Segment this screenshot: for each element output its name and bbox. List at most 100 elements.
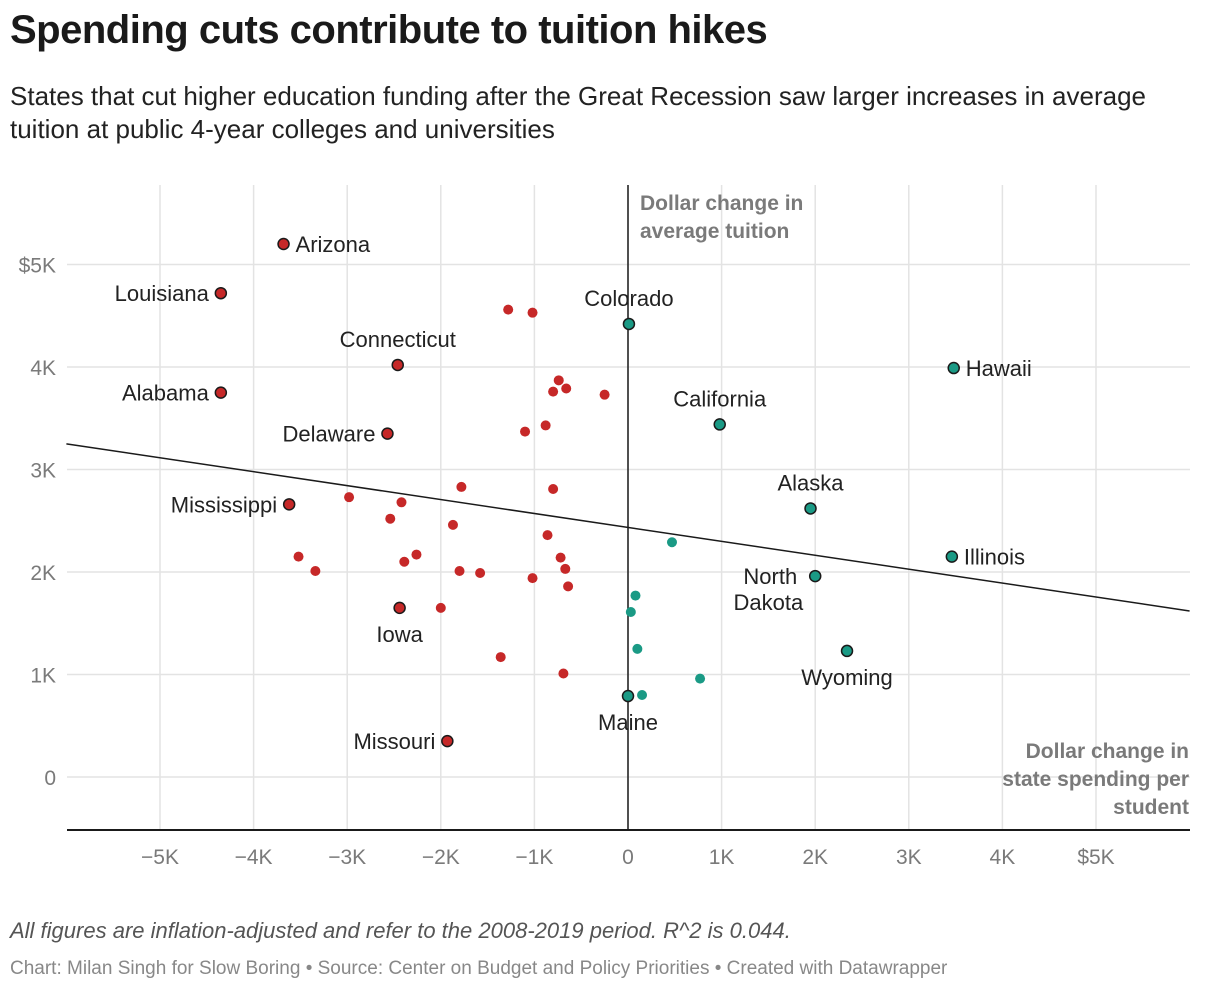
label-arizona: Arizona xyxy=(296,232,371,257)
data-point xyxy=(495,652,506,663)
x-tick-label: −5K xyxy=(141,846,179,869)
label-alaska: Alaska xyxy=(777,470,844,495)
point-maine xyxy=(621,689,635,703)
point-illinois xyxy=(945,550,959,563)
label-wyoming: Wyoming xyxy=(801,665,893,690)
data-points xyxy=(214,237,960,748)
x-tick-label: −2K xyxy=(422,846,460,869)
label-connecticut: Connecticut xyxy=(340,327,456,352)
label-california: California xyxy=(673,386,767,411)
x-tick-label: −4K xyxy=(235,846,273,869)
data-point xyxy=(555,552,566,563)
point-california xyxy=(713,418,726,431)
data-point xyxy=(625,606,636,617)
data-point xyxy=(475,568,486,579)
data-point xyxy=(637,690,648,700)
y-tick-label: 1K xyxy=(30,665,56,688)
data-point xyxy=(503,304,514,315)
x-tick-label: 0 xyxy=(622,846,634,869)
y-axis-title-line1: Dollar change in xyxy=(640,192,803,215)
x-axis-title-line3: student xyxy=(1113,796,1189,819)
point-alaska xyxy=(804,502,817,515)
data-point xyxy=(666,537,677,548)
data-point xyxy=(520,426,531,437)
point-north-dakota xyxy=(808,569,822,583)
label-missouri: Missouri xyxy=(353,729,435,754)
chart-notes: All figures are inflation-adjusted and r… xyxy=(10,918,791,943)
data-point xyxy=(527,307,538,318)
label-mississippi: Mississippi xyxy=(171,492,277,517)
label-maine: Maine xyxy=(598,710,658,735)
point-wyoming xyxy=(840,644,854,658)
point-arizona xyxy=(277,237,290,251)
x-tick-label: $5K xyxy=(1077,846,1114,869)
data-point xyxy=(399,556,410,567)
label-delaware: Delaware xyxy=(283,422,376,447)
axes xyxy=(67,185,1190,831)
label-hawaii: Hawaii xyxy=(966,356,1032,381)
y-tick-label: 2K xyxy=(30,562,56,585)
x-axis-title-line2: state spending per xyxy=(1002,768,1189,791)
trend-line xyxy=(66,443,1190,612)
data-point xyxy=(411,549,422,560)
x-tick-label: 1K xyxy=(709,846,735,869)
data-point xyxy=(630,590,641,601)
point-iowa xyxy=(393,601,406,615)
data-point xyxy=(548,483,559,494)
y-tick-label: 3K xyxy=(30,460,56,483)
y-tick-labels: 0 1K 2K 3K 4K $5K xyxy=(19,255,56,791)
data-point xyxy=(396,497,407,508)
label-alabama: Alabama xyxy=(122,381,210,406)
y-tick-label: 4K xyxy=(30,357,56,380)
data-point xyxy=(599,389,610,400)
chart-subtitle: States that cut higher education funding… xyxy=(10,81,1146,144)
data-point xyxy=(344,492,355,503)
point-connecticut xyxy=(391,358,404,372)
data-point xyxy=(447,519,458,530)
chart-credits: Chart: Milan Singh for Slow Boring • Sou… xyxy=(10,958,948,979)
data-point xyxy=(553,375,564,386)
label-colorado: Colorado xyxy=(584,286,673,311)
y-axis-title-line2: average tuition xyxy=(640,220,789,243)
data-point xyxy=(561,383,572,394)
data-point xyxy=(456,481,467,492)
point-mississippi xyxy=(282,498,296,511)
point-louisiana xyxy=(214,286,228,300)
x-axis-title-line1: Dollar change in xyxy=(1026,740,1189,763)
label-louisiana: Louisiana xyxy=(115,281,210,306)
data-point xyxy=(632,643,643,654)
data-point xyxy=(560,563,571,574)
data-point xyxy=(293,551,304,562)
point-delaware xyxy=(381,427,394,440)
x-tick-label: −1K xyxy=(515,846,553,869)
point-hawaii xyxy=(947,361,960,375)
data-point xyxy=(542,530,553,541)
data-point xyxy=(454,565,465,576)
data-point xyxy=(558,668,569,679)
data-point xyxy=(563,581,574,592)
label-north-dakota-line2: Dakota xyxy=(733,590,803,615)
data-point xyxy=(310,565,321,576)
data-point xyxy=(435,602,446,613)
point-colorado xyxy=(622,317,636,331)
chart-title: Spending cuts contribute to tuition hike… xyxy=(10,8,768,52)
data-point xyxy=(540,420,551,431)
x-tick-label: 2K xyxy=(802,846,828,869)
data-point xyxy=(548,386,559,397)
label-north-dakota: North xyxy=(743,564,797,589)
x-tick-labels: −5K −4K −3K −2K −1K 0 1K 2K 3K 4K $5K xyxy=(141,846,1115,869)
y-tick-label: $5K xyxy=(19,255,56,278)
data-point xyxy=(527,573,538,584)
label-iowa: Iowa xyxy=(376,622,423,647)
y-tick-label: 0 xyxy=(44,767,56,790)
x-tick-label: 4K xyxy=(990,846,1016,869)
x-tick-label: −3K xyxy=(328,846,366,869)
x-tick-label: 3K xyxy=(896,846,922,869)
point-alabama xyxy=(214,386,228,399)
data-point xyxy=(695,673,706,684)
label-illinois: Illinois xyxy=(964,545,1025,570)
point-labels: Arizona Louisiana Connecticut Alabama Delawa… xyxy=(115,232,1032,754)
data-point xyxy=(385,513,396,524)
point-missouri xyxy=(441,734,454,748)
